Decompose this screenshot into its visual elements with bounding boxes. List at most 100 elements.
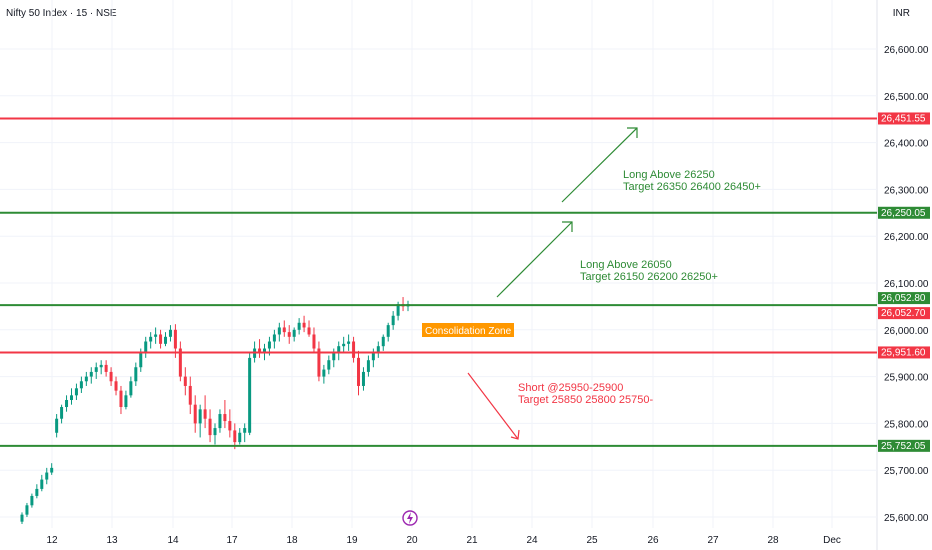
candle-body — [312, 334, 316, 349]
y-tick-label: 26,600.00 — [884, 45, 929, 56]
candle-body — [55, 418, 59, 433]
y-tick-label: 25,600.00 — [884, 513, 929, 524]
long-arrow-1 — [496, 221, 573, 298]
candle-body — [193, 404, 197, 424]
level-price-box — [878, 292, 930, 305]
lightning-icon[interactable] — [402, 510, 418, 526]
candle-body — [277, 327, 281, 335]
candle-body — [233, 430, 237, 443]
candle-body — [248, 357, 252, 433]
candle-body — [292, 329, 296, 337]
candle-body — [65, 400, 69, 408]
short-arrow — [467, 372, 519, 440]
candle-body — [391, 315, 395, 326]
y-tick-label: 25,700.00 — [884, 466, 929, 477]
x-tick-label: 25 — [586, 535, 598, 546]
candle-body — [332, 353, 336, 361]
y-tick-label: 26,500.00 — [884, 92, 929, 103]
candle-body — [30, 495, 34, 506]
candle-body — [352, 341, 356, 358]
candle-body — [188, 385, 192, 405]
candle-body — [297, 322, 301, 330]
candle-body — [45, 472, 49, 480]
x-tick-label: 20 — [406, 535, 418, 546]
x-axis: 12 13 14 17 18 19 20 21 24 25 26 27 28 Dec — [46, 535, 840, 546]
candle-body — [104, 364, 108, 372]
level-price-label: 26,052.80 — [881, 293, 926, 304]
candle-body — [361, 371, 365, 386]
x-tick-label: 12 — [46, 535, 58, 546]
level-price-label: 25,951.60 — [881, 347, 926, 358]
x-tick-label: 19 — [346, 535, 358, 546]
candle-body — [114, 381, 118, 391]
candle-body — [223, 414, 227, 422]
arrows — [467, 127, 638, 440]
long1-line2: Target 26150 26200 26250+ — [580, 271, 718, 283]
candle-body — [183, 376, 187, 386]
candle-body — [99, 364, 103, 368]
candle-body — [94, 367, 98, 372]
x-tick-label: 28 — [767, 535, 779, 546]
level-price-box — [878, 112, 930, 125]
x-tick-label: 14 — [167, 535, 179, 546]
candle-body — [317, 348, 321, 377]
y-tick-label: 25,900.00 — [884, 373, 929, 384]
y-tick-label: 26,200.00 — [884, 232, 929, 243]
x-tick-label: 24 — [526, 535, 538, 546]
candle-body — [178, 348, 182, 377]
level-price-box — [878, 307, 930, 320]
candle-body — [357, 357, 361, 386]
candle-body — [79, 381, 83, 389]
short-line2: Target 25850 25800 25750- — [518, 394, 654, 406]
candle-body — [74, 388, 78, 396]
candle-body — [144, 341, 148, 354]
y-tick-label: 26,100.00 — [884, 279, 929, 290]
candle-body — [287, 332, 291, 337]
level-price-box — [878, 346, 930, 359]
candle-body — [208, 418, 212, 436]
candle-body — [173, 329, 177, 349]
candle-body — [381, 336, 385, 347]
candle-body — [267, 341, 271, 349]
candle-body — [109, 371, 113, 382]
candle-body — [154, 334, 158, 337]
candle-body — [124, 395, 128, 408]
candle-body — [84, 376, 88, 382]
level-price-label: 26,250.05 — [881, 208, 926, 219]
consolidation-zone-box — [422, 323, 514, 337]
candle-body — [139, 353, 143, 368]
candle-body — [342, 343, 346, 347]
candle-body — [203, 409, 207, 419]
candle-body — [337, 346, 341, 354]
candle-body — [89, 371, 93, 377]
candle-body — [386, 325, 390, 337]
candle-body — [159, 334, 163, 344]
y-tick-label: 26,400.00 — [884, 139, 929, 150]
level-price-box — [878, 206, 930, 219]
candle-body — [307, 327, 311, 335]
candle-body — [119, 390, 123, 408]
candle-body — [302, 322, 306, 328]
candle-body — [40, 479, 44, 489]
level-price-box — [878, 439, 930, 452]
level-price-label: 25,752.05 — [881, 441, 926, 452]
candle-body — [50, 467, 54, 473]
candle-body — [218, 414, 222, 429]
candle-body — [376, 346, 380, 354]
levels: 26,451.55 26,250.05 26,052.80 26,052.70 25,9… — [0, 112, 930, 452]
candle-body — [327, 360, 331, 370]
x-tick-label: 17 — [226, 535, 238, 546]
candle-body — [262, 348, 266, 354]
chart-title: Nifty 50 Index · 15 · NSE — [6, 8, 117, 19]
long2-line1: Long Above 26250 — [623, 169, 715, 181]
x-tick-label: 13 — [106, 535, 118, 546]
short-line1: Short @25950-25900 — [518, 382, 623, 394]
level-price-label: 26,052.70 — [881, 308, 926, 319]
candle-body — [25, 505, 29, 515]
long2-line2: Target 26350 26400 26450+ — [623, 181, 761, 193]
candle-body — [282, 327, 286, 333]
grid — [0, 0, 878, 550]
candle-body — [228, 421, 232, 431]
candle-body — [149, 336, 153, 342]
